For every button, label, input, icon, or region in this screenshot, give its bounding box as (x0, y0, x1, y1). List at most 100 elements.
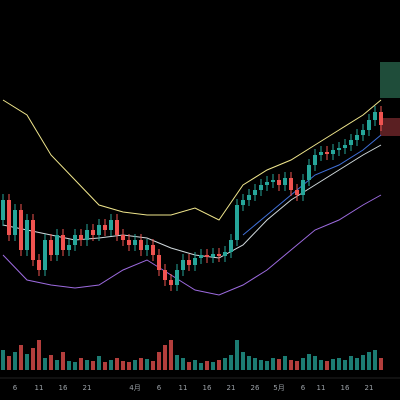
volume-bar (37, 340, 41, 370)
candle-body (253, 190, 257, 195)
volume-bar (91, 361, 95, 370)
volume-bar (157, 352, 161, 370)
candle-body (235, 205, 239, 240)
x-tick-label: 11 (35, 384, 44, 392)
indicator-line (2, 99, 382, 221)
candle-body (13, 210, 17, 235)
x-tick-label: 6 (157, 384, 162, 392)
volume-bar (355, 358, 359, 370)
volume-bar (313, 356, 317, 370)
indicator-line (242, 134, 382, 236)
volume-bar (283, 356, 287, 370)
candle-body (151, 245, 155, 255)
candle-body (181, 260, 185, 270)
volume-bar (265, 361, 269, 370)
candle-body (379, 112, 383, 125)
candle-body (331, 150, 335, 154)
volume-bar (247, 356, 251, 370)
volume-bar (133, 360, 137, 370)
volume-bar (49, 355, 53, 370)
volume-bar (109, 360, 113, 370)
candle-body (229, 240, 233, 252)
x-tick-label: 5月 (273, 384, 284, 392)
candle-body (349, 140, 353, 145)
volume-bar (373, 350, 377, 370)
candle-body (241, 200, 245, 205)
volume-bar (73, 362, 77, 370)
candle-body (211, 254, 215, 257)
candle-body (289, 178, 293, 190)
candle-body (85, 230, 89, 240)
volume-bar (331, 359, 335, 370)
volume-bar (67, 361, 71, 370)
candle-body (67, 245, 71, 250)
candle-body (37, 260, 41, 270)
candle-body (187, 260, 191, 265)
volume-bar (175, 355, 179, 370)
candle-body (163, 270, 167, 280)
volume-bar (187, 362, 191, 370)
volume-bar (115, 358, 119, 370)
candle-body (265, 182, 269, 185)
volume-bar (31, 348, 35, 370)
volume-bar (223, 358, 227, 370)
volume-bar (145, 359, 149, 370)
candle-body (49, 240, 53, 255)
volume-bar (307, 354, 311, 370)
volume-bar (85, 360, 89, 370)
volume-bar (1, 350, 5, 370)
volume-bar (61, 352, 65, 370)
candle-body (271, 180, 275, 182)
x-tick-label: 16 (203, 384, 212, 392)
volume-bar (139, 358, 143, 370)
candle-body (325, 152, 329, 154)
volume-bar (55, 360, 59, 370)
volume-bar (235, 340, 239, 370)
x-tick-label: 21 (83, 384, 92, 392)
candle-body (259, 185, 263, 190)
candle-body (355, 135, 359, 140)
volume-bar (103, 362, 107, 370)
candle-body (1, 200, 5, 220)
volume-bar (43, 358, 47, 370)
candle-body (247, 195, 251, 200)
candle-body (91, 230, 95, 235)
candle-body (283, 178, 287, 185)
volume-bar (241, 352, 245, 370)
volume-bar (211, 362, 215, 370)
volume-bar (7, 356, 11, 370)
candle-body (145, 245, 149, 250)
candle-body (193, 258, 197, 265)
volume-bar (217, 360, 221, 370)
candle-body (175, 270, 179, 285)
candle-body (25, 220, 29, 250)
candle-body (295, 190, 299, 195)
volume-bar (97, 356, 101, 370)
candle-body (133, 240, 137, 245)
candle-body (307, 165, 311, 180)
x-tick-label: 6 (301, 384, 306, 392)
candle-body (301, 180, 305, 195)
volume-bar (181, 358, 185, 370)
volume-bar (343, 360, 347, 370)
volume-bar (229, 355, 233, 370)
volume-bar (361, 355, 365, 370)
x-tick-label: 21 (365, 384, 374, 392)
volume-bar (193, 360, 197, 370)
candle-body (223, 252, 227, 256)
indicator-line (2, 194, 382, 296)
candle-body (73, 235, 77, 245)
volume-bar (121, 361, 125, 370)
volume-bar (289, 360, 293, 370)
candle-body (97, 225, 101, 235)
candle-body (31, 220, 35, 260)
candle-body (19, 210, 23, 250)
volume-bar (319, 360, 323, 370)
x-tick-label: 21 (227, 384, 236, 392)
candle-body (103, 225, 107, 230)
volume-bar (325, 361, 329, 370)
volume-bar (271, 358, 275, 370)
x-tick-label: 11 (179, 384, 188, 392)
